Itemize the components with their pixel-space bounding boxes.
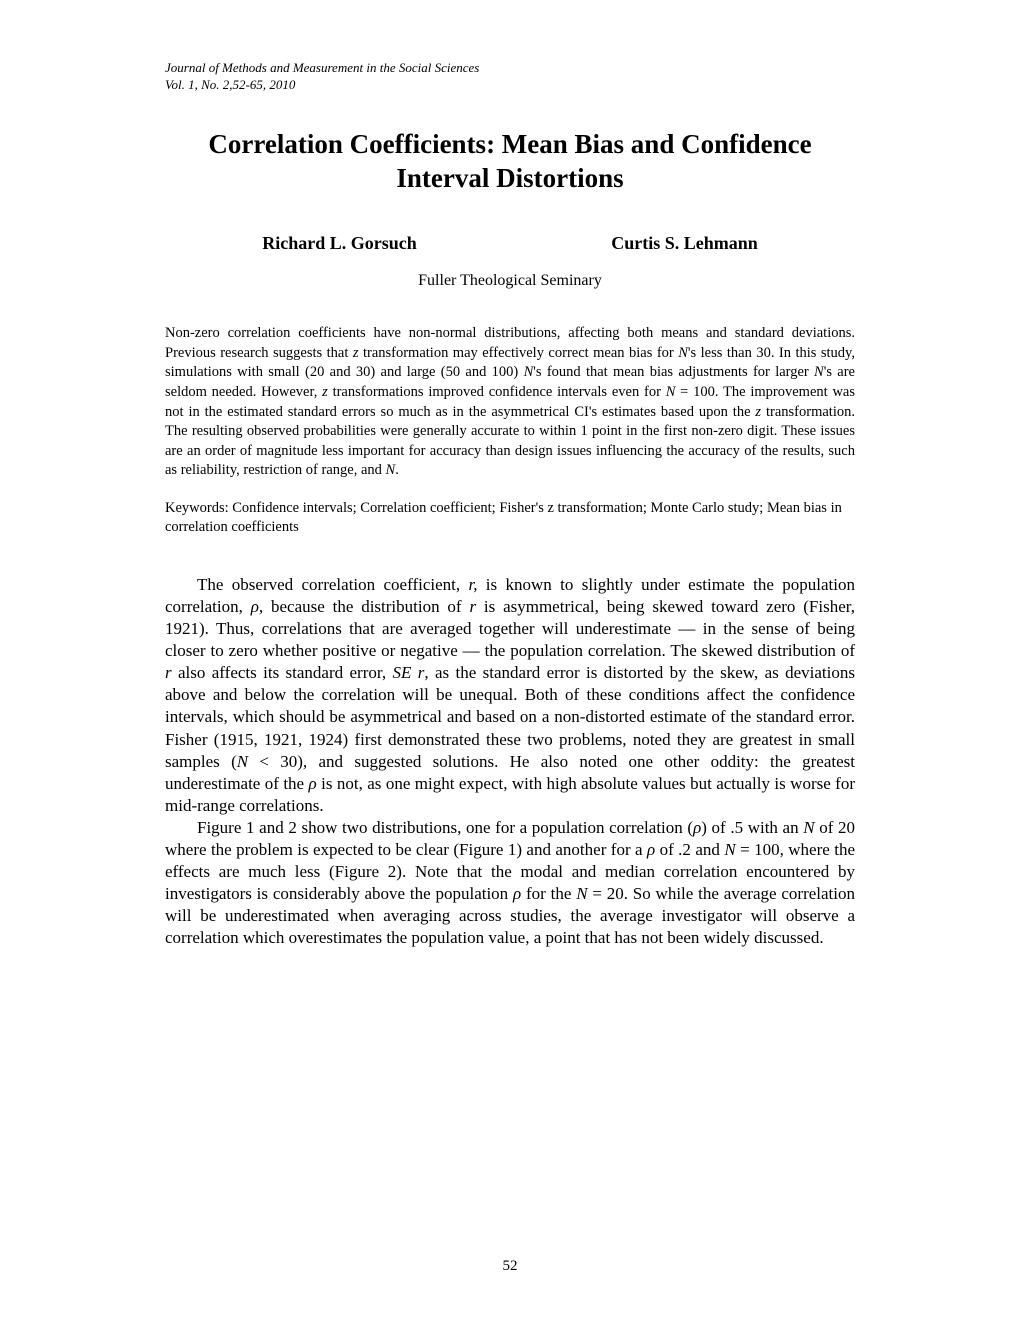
author-1: Richard L. Gorsuch [262,233,417,254]
page-title: Correlation Coefficients: Mean Bias and … [165,128,855,196]
abstract: Non-zero correlation coefficients have n… [165,324,855,481]
author-2: Curtis S. Lehmann [611,233,758,254]
authors-row: Richard L. Gorsuch Curtis S. Lehmann [165,233,855,254]
paragraph-2: Figure 1 and 2 show two distributions, o… [165,817,855,950]
journal-header: Journal of Methods and Measurement in th… [165,60,855,94]
page-number: 52 [0,1258,1020,1275]
journal-name: Journal of Methods and Measurement in th… [165,60,855,77]
journal-volinfo: Vol. 1, No. 2,52-65, 2010 [165,77,855,94]
paragraph-1: The observed correlation coefficient, r,… [165,574,855,817]
affiliation: Fuller Theological Seminary [165,272,855,290]
body-text: The observed correlation coefficient, r,… [165,574,855,950]
keywords: Keywords: Confidence intervals; Correlat… [165,499,855,538]
